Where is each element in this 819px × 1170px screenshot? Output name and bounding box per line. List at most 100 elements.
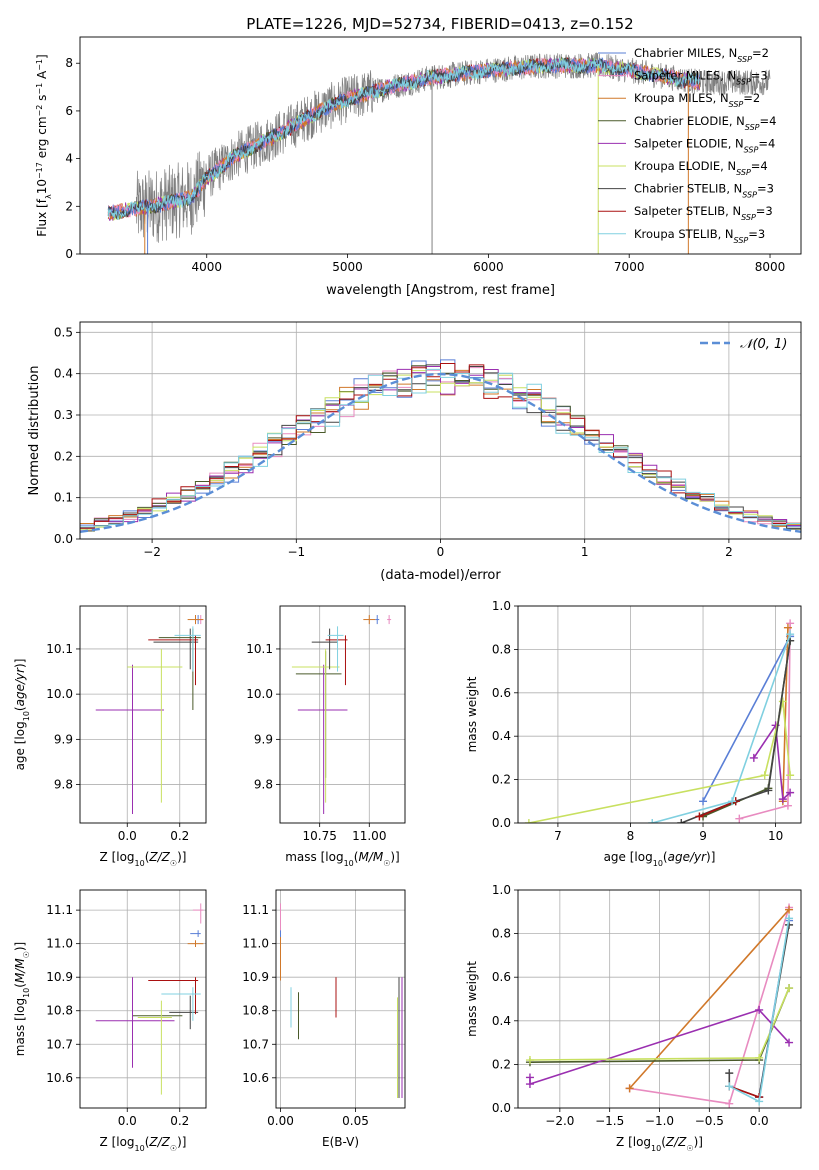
x-axis-label: Z [log10(Z/Z☉)]	[100, 850, 187, 868]
tick-label-y: 11.1	[46, 903, 73, 917]
mass-weight-line	[699, 800, 737, 818]
mass-weight-marker	[778, 697, 787, 706]
errorbar-area	[95, 903, 204, 1095]
mass-weight-marker	[677, 819, 686, 823]
tick-label-x: 11.00	[352, 829, 386, 843]
axes-frame	[279, 605, 406, 824]
axes-frame	[517, 605, 802, 824]
tick-label-x: 2	[725, 545, 733, 559]
errorbar-area	[291, 615, 392, 814]
mass-weight-marker	[783, 623, 792, 632]
spectrum-plot-area	[107, 52, 771, 254]
tick-label-x: 8	[627, 829, 635, 843]
tick-label-y: 6	[65, 104, 73, 118]
mass-weight-line	[753, 723, 791, 801]
y-axis-label: mass [log10(M/M☉)]	[13, 942, 31, 1057]
errorbar-area	[280, 903, 403, 1098]
axes-frame	[79, 321, 802, 540]
tick-label-x: 0.0	[118, 829, 137, 843]
tick-label-x: 0.0	[750, 1114, 769, 1128]
tick-label-x: 0	[437, 545, 445, 559]
tick-label-y: 11.0	[46, 937, 73, 951]
x-axis-label: E(B-V)	[322, 1135, 359, 1149]
axes-frame	[517, 889, 802, 1109]
line-area	[525, 903, 794, 1108]
tick-label-x: 0.2	[170, 1114, 189, 1128]
mass-weight-marker	[524, 819, 533, 823]
legend-entry: Kroupa ELODIE, NSSP=4	[634, 159, 768, 177]
tick-label-x: 10.75	[303, 829, 337, 843]
tick-label-y: 11.1	[242, 903, 269, 917]
observed-spectrum-line	[135, 52, 771, 243]
tick-label-x: 8000	[755, 260, 786, 274]
histogram-area	[80, 359, 801, 534]
tick-label-y: 10.1	[46, 642, 73, 656]
tick-label-x: 0.00	[267, 1114, 294, 1128]
tick-label-y: 9.8	[254, 778, 273, 792]
tick-label-y: 10.6	[242, 1071, 269, 1085]
mass-weight-marker	[525, 1056, 534, 1065]
tick-label-y: 1.0	[492, 599, 511, 613]
legend-entry: Chabrier ELODIE, NSSP=4	[634, 114, 776, 132]
tick-label-y: 10.7	[46, 1037, 73, 1051]
mass-weight-marker	[783, 801, 792, 810]
tick-label-y: 0.2	[492, 773, 511, 787]
mass-weight-marker	[749, 753, 758, 762]
tick-label-y: 0.1	[54, 491, 73, 505]
mass-weight-marker	[786, 788, 795, 797]
legend-entry: Chabrier STELIB, NSSP=3	[634, 182, 774, 200]
tick-label-y: 10.8	[242, 1004, 269, 1018]
mass-weight-line	[702, 636, 791, 802]
figure-title: PLATE=1226, MJD=52734, FIBERID=0413, z=0…	[246, 15, 633, 33]
tick-label-y: 10.9	[242, 970, 269, 984]
mass-weight-marker	[725, 1099, 734, 1108]
x-axis-label: age [log10(age/yr)]	[604, 850, 716, 868]
axes-frame	[79, 889, 207, 1109]
tick-label-y: 0.4	[492, 1014, 511, 1028]
mass-weight-marker	[695, 812, 704, 821]
mass-weight-vs-age-panel: 7 8 9 10 0.0 0.2 0.4 0.6 0.8 1.0 age [log10(age/yr…	[465, 599, 802, 868]
line-area	[524, 619, 795, 823]
tick-label-y: 0.2	[54, 449, 73, 463]
tick-label-x: 1	[581, 545, 589, 559]
mass-weight-marker	[728, 797, 737, 806]
y-axis-label: Normed distribution	[27, 366, 42, 496]
tick-label-x: 0.0	[118, 1114, 137, 1128]
tick-label-x: 0.05	[342, 1114, 369, 1128]
tick-label-x: 5000	[332, 260, 363, 274]
tick-label-x: 4000	[191, 260, 222, 274]
mass-weight-marker	[755, 1053, 764, 1062]
tick-label-x: 9	[699, 829, 707, 843]
tick-label-y: 11.0	[242, 937, 269, 951]
mass-weight-marker	[785, 984, 794, 993]
mass-weight-marker	[755, 1097, 764, 1106]
age-vs-metallicity-panel: 0.0 0.2 9.8 9.9 10.0 10.1 Z [log10(Z/Z☉)] age […	[13, 605, 207, 868]
axes-frame	[275, 889, 406, 1109]
mass-weight-marker	[648, 819, 657, 823]
mass-weight-marker	[778, 795, 787, 804]
residuals-panel: −2 −1 0 1 2 0.0 0.1 0.2 0.3 0.4 0.5 𝒩(0, 1) (data-mo…	[27, 321, 802, 583]
x-axis-label: Z [log10(Z/Z☉)]	[100, 1135, 187, 1153]
model-spectrum-line	[107, 57, 700, 220]
tick-label-y: 10.0	[246, 687, 273, 701]
legend-entry: Salpeter ELODIE, NSSP=4	[634, 136, 775, 154]
legend-entry: Kroupa MILES, NSSP=2	[634, 91, 760, 109]
mass-weight-marker	[764, 786, 773, 795]
y-axis-label: mass weight	[465, 961, 479, 1037]
tick-label-y: 0.5	[54, 325, 73, 339]
mass-weight-marker	[735, 814, 744, 823]
tick-label-y: 0.8	[492, 642, 511, 656]
mass-weight-marker	[625, 1084, 634, 1093]
tick-label-x: −1.0	[645, 1114, 674, 1128]
mass-weight-line	[528, 701, 791, 823]
x-axis-label: mass [log10(M/M☉)]	[285, 850, 400, 868]
y-axis-label: Flux [fλ10−17 erg cm−2 s−1 A−1]	[35, 54, 53, 236]
mass-weight-marker	[725, 1082, 734, 1091]
tick-label-y: 4	[65, 152, 73, 166]
x-axis-label: wavelength [Angstrom, rest frame]	[326, 283, 555, 298]
tick-label-y: 10.8	[46, 1004, 73, 1018]
normal-distribution-curve	[80, 372, 801, 533]
legend-entry: Salpeter MILES, NSSP=3	[634, 69, 768, 87]
tick-label-y: 0.6	[492, 970, 511, 984]
tick-label-y: 10.6	[46, 1071, 73, 1085]
